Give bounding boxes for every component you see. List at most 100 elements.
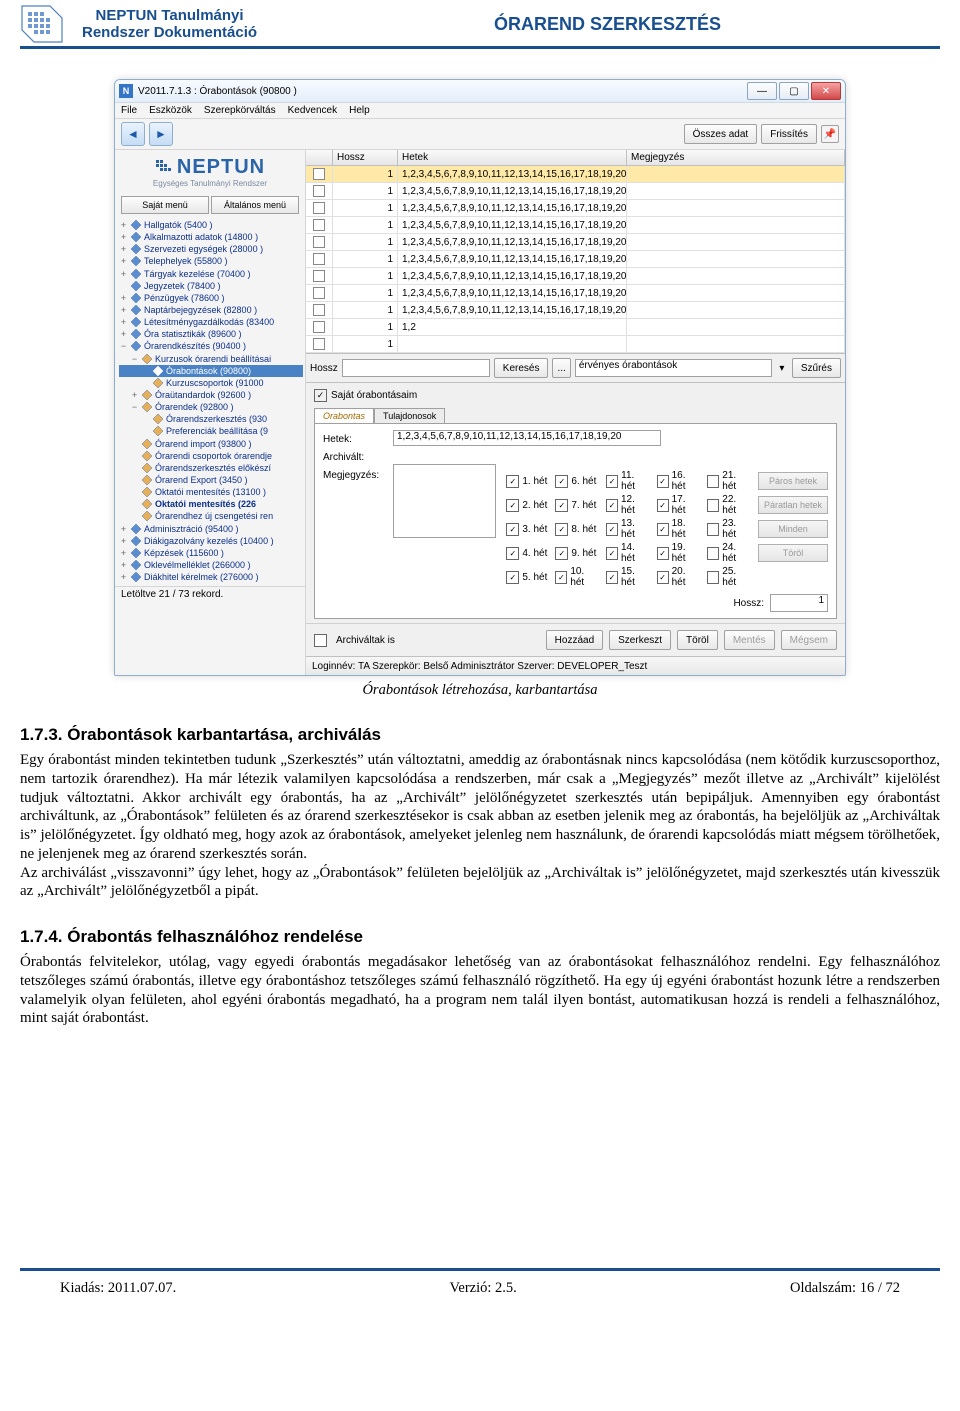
- tree-item[interactable]: Órarendszerkesztés (930: [119, 413, 303, 425]
- week-checkbox[interactable]: ✓7. hét: [555, 499, 598, 512]
- week-checkbox[interactable]: 23. hét: [707, 518, 750, 540]
- tree-item[interactable]: +Képzések (115600 ): [119, 547, 303, 559]
- week-checkbox[interactable]: ✓14. hét: [606, 542, 649, 564]
- browse-button[interactable]: ...: [552, 358, 570, 378]
- maximize-button[interactable]: ▢: [779, 82, 809, 100]
- week-checkbox[interactable]: ✓12. hét: [606, 494, 649, 516]
- week-checkbox[interactable]: 24. hét: [707, 542, 750, 564]
- edit-button[interactable]: Szerkeszt: [609, 630, 671, 650]
- week-checkbox[interactable]: ✓18. hét: [657, 518, 700, 540]
- week-checkbox[interactable]: ✓20. hét: [657, 566, 700, 588]
- tree-item[interactable]: +Oklevélmelléklet (266000 ): [119, 559, 303, 571]
- week-checkbox[interactable]: 25. hét: [707, 566, 750, 588]
- tree-item[interactable]: +Adminisztráció (95400 ): [119, 523, 303, 535]
- filter-button[interactable]: Szűrés: [792, 358, 841, 378]
- week-checkbox[interactable]: ✓9. hét: [555, 547, 598, 560]
- tree-item[interactable]: +Naptárbejegyzések (82800 ): [119, 304, 303, 316]
- table-row[interactable]: 11,2,3,4,5,6,7,8,9,10,11,12,13,14,15,16,…: [306, 217, 845, 234]
- tab-tulajdonosok[interactable]: Tulajdonosok: [374, 408, 445, 423]
- general-menu-tab[interactable]: Általános menü: [211, 196, 299, 214]
- table-row[interactable]: 11,2,3,4,5,6,7,8,9,10,11,12,13,14,15,16,…: [306, 285, 845, 302]
- tab-orabontas[interactable]: Orabontas: [314, 408, 374, 423]
- tree-item[interactable]: Jegyzetek (78400 ): [119, 280, 303, 292]
- table-row[interactable]: 11,2,3,4,5,6,7,8,9,10,11,12,13,14,15,16,…: [306, 166, 845, 183]
- all-data-button[interactable]: Összes adat: [684, 124, 758, 144]
- tree-item[interactable]: +Telephelyek (55800 ): [119, 255, 303, 267]
- tree-item[interactable]: +Diákigazolvány kezelés (10400 ): [119, 535, 303, 547]
- table-row[interactable]: 11,2,3,4,5,6,7,8,9,10,11,12,13,14,15,16,…: [306, 200, 845, 217]
- tree-item[interactable]: +Diákhitel kérelmek (276000 ): [119, 571, 303, 583]
- tree-item[interactable]: Oktatói mentesítés (13100 ): [119, 486, 303, 498]
- table-row[interactable]: 11,2,3,4,5,6,7,8,9,10,11,12,13,14,15,16,…: [306, 251, 845, 268]
- week-checkbox[interactable]: ✓4. hét: [506, 547, 547, 560]
- week-side-button[interactable]: Minden: [758, 520, 828, 538]
- close-button[interactable]: ✕: [811, 82, 841, 100]
- week-side-button[interactable]: Töröl: [758, 544, 828, 562]
- tree-item[interactable]: +Óraütandardok (92600 ): [119, 389, 303, 401]
- minimize-button[interactable]: —: [747, 82, 777, 100]
- week-checkbox[interactable]: ✓6. hét: [555, 475, 598, 488]
- tree-item[interactable]: +Tárgyak kezelése (70400 ): [119, 268, 303, 280]
- week-checkbox[interactable]: ✓11. hét: [606, 470, 649, 492]
- nav-tree[interactable]: +Hallgatók (5400 )+Alkalmazotti adatok (…: [115, 216, 305, 586]
- add-button[interactable]: Hozzáad: [546, 630, 603, 650]
- table-row[interactable]: 11,2,3,4,5,6,7,8,9,10,11,12,13,14,15,16,…: [306, 268, 845, 285]
- menu-roleswitch[interactable]: Szerepkörváltás: [204, 105, 276, 116]
- week-checkbox[interactable]: ✓1. hét: [506, 475, 547, 488]
- nav-back-button[interactable]: ◄: [121, 122, 145, 146]
- table-row[interactable]: 11,2,3,4,5,6,7,8,9,10,11,12,13,14,15,16,…: [306, 183, 845, 200]
- week-checkbox[interactable]: ✓2. hét: [506, 499, 547, 512]
- week-checkbox[interactable]: ✓3. hét: [506, 523, 547, 536]
- tree-item[interactable]: +Hallgatók (5400 ): [119, 219, 303, 231]
- week-checkbox[interactable]: ✓5. hét: [506, 571, 547, 584]
- own-split-checkbox[interactable]: ✓: [314, 389, 327, 402]
- tree-item[interactable]: Kurzuscsoportok (91000: [119, 377, 303, 389]
- tree-item[interactable]: Órarend import (93800 ): [119, 438, 303, 450]
- archived-also-checkbox[interactable]: [314, 634, 327, 647]
- week-side-button[interactable]: Páratlan hetek: [758, 496, 828, 514]
- tree-item[interactable]: +Óra statisztikák (89600 ): [119, 328, 303, 340]
- tree-item[interactable]: Oktatói mentesítés (226: [119, 498, 303, 510]
- tree-item[interactable]: Órarendi csoportok órarendje: [119, 450, 303, 462]
- week-checkbox[interactable]: ✓15. hét: [606, 566, 649, 588]
- table-row[interactable]: 1: [306, 336, 845, 353]
- own-menu-tab[interactable]: Saját menü: [121, 196, 209, 214]
- week-checkbox[interactable]: ✓17. hét: [657, 494, 700, 516]
- week-side-button[interactable]: Páros hetek: [758, 472, 828, 490]
- week-checkbox[interactable]: ✓8. hét: [555, 523, 598, 536]
- tree-item[interactable]: −Kurzusok órarendi beállításai: [119, 353, 303, 365]
- grid-col-check[interactable]: [306, 150, 333, 165]
- tree-item[interactable]: Órarendszerkesztés előkészí: [119, 462, 303, 474]
- pin-icon[interactable]: 📌: [821, 125, 839, 143]
- menu-favorites[interactable]: Kedvencek: [288, 105, 337, 116]
- delete-button[interactable]: Töröl: [677, 630, 718, 650]
- tree-item[interactable]: +Létesítménygazdálkodás (83400: [119, 316, 303, 328]
- week-checkbox[interactable]: ✓16. hét: [657, 470, 700, 492]
- search-button[interactable]: Keresés: [494, 358, 549, 378]
- nav-forward-button[interactable]: ►: [149, 122, 173, 146]
- table-row[interactable]: 11,2: [306, 319, 845, 336]
- week-checkbox[interactable]: ✓13. hét: [606, 518, 649, 540]
- tree-item[interactable]: Órarend Export (3450 ): [119, 474, 303, 486]
- tree-item[interactable]: Preferenciák beállítása (9: [119, 425, 303, 437]
- tree-item[interactable]: +Alkalmazotti adatok (14800 ): [119, 231, 303, 243]
- grid-col-megjegyzes[interactable]: Megjegyzés: [627, 150, 845, 165]
- refresh-button[interactable]: Frissítés: [761, 124, 817, 144]
- week-checkbox[interactable]: 21. hét: [707, 470, 750, 492]
- tree-item[interactable]: −Órarendkészítés (90400 ): [119, 340, 303, 352]
- chevron-down-icon[interactable]: ▾: [776, 363, 788, 374]
- tree-item[interactable]: Órabontások (90800): [119, 365, 303, 377]
- grid-col-hossz[interactable]: Hossz: [333, 150, 398, 165]
- table-row[interactable]: 11,2,3,4,5,6,7,8,9,10,11,12,13,14,15,16,…: [306, 302, 845, 319]
- tree-item[interactable]: +Szervezeti egységek (28000 ): [119, 243, 303, 255]
- tree-item[interactable]: Órarendhez új csengetési ren: [119, 510, 303, 522]
- menu-help[interactable]: Help: [349, 105, 370, 116]
- week-checkbox[interactable]: ✓10. hét: [555, 566, 598, 588]
- filter-dropdown[interactable]: érvényes órabontások: [575, 359, 772, 377]
- megjegyzes-textarea[interactable]: [393, 464, 496, 538]
- week-checkbox[interactable]: ✓19. hét: [657, 542, 700, 564]
- menu-tools[interactable]: Eszközök: [149, 105, 192, 116]
- week-checkbox[interactable]: 22. hét: [707, 494, 750, 516]
- menu-file[interactable]: File: [121, 105, 137, 116]
- table-row[interactable]: 11,2,3,4,5,6,7,8,9,10,11,12,13,14,15,16,…: [306, 234, 845, 251]
